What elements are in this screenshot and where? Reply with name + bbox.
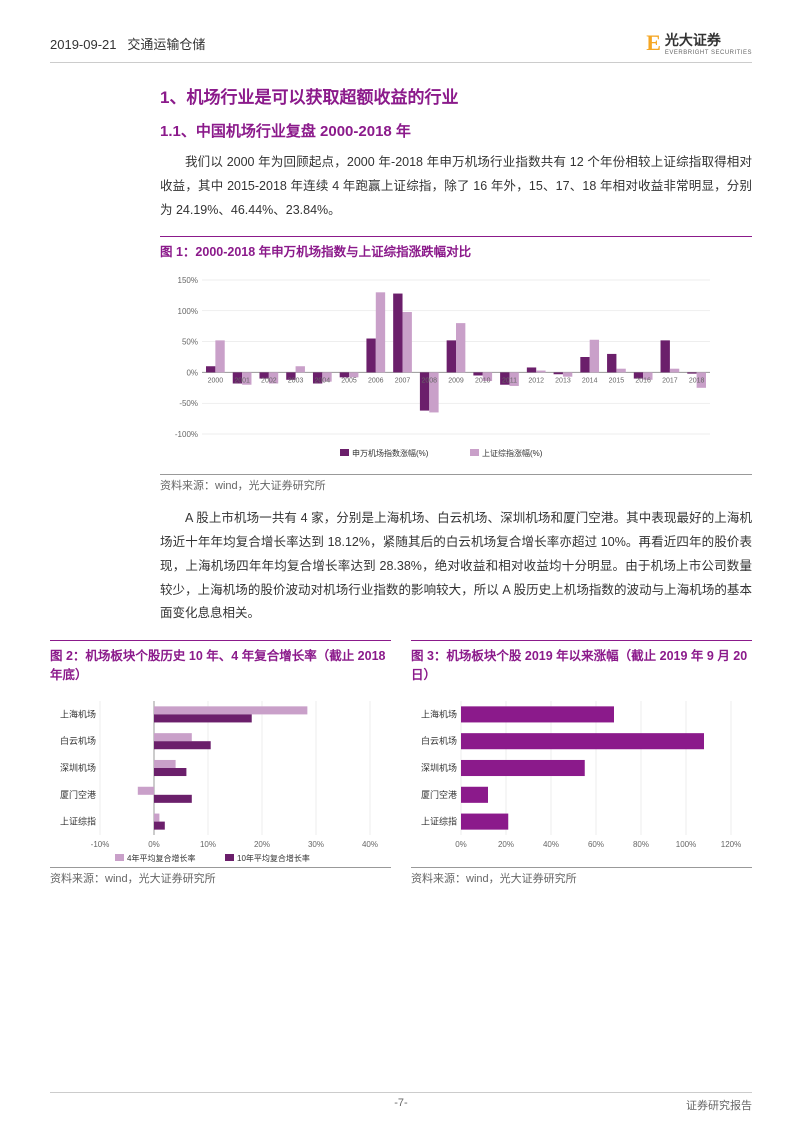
col-right: 图 3：机场板块个股 2019 年以来涨幅（截止 2019 年 9 月 20 日…	[411, 640, 752, 900]
svg-text:20%: 20%	[498, 840, 514, 849]
brand-name: 光大证券	[665, 30, 752, 50]
svg-text:2009: 2009	[448, 378, 464, 385]
svg-text:2002: 2002	[261, 378, 277, 385]
svg-text:2008: 2008	[421, 378, 437, 385]
svg-text:上海机场: 上海机场	[421, 708, 457, 719]
svg-text:白云机场: 白云机场	[421, 735, 457, 746]
svg-text:厦门空港: 厦门空港	[421, 789, 457, 800]
svg-text:2004: 2004	[315, 378, 331, 385]
svg-text:2001: 2001	[234, 378, 250, 385]
svg-text:2014: 2014	[582, 378, 598, 385]
svg-text:2003: 2003	[288, 378, 304, 385]
svg-text:上证综指: 上证综指	[421, 816, 457, 827]
header-date: 2019-09-21	[50, 37, 117, 52]
chart3-title: 图 3：机场板块个股 2019 年以来涨幅（截止 2019 年 9 月 20 日…	[411, 640, 752, 683]
svg-text:厦门空港: 厦门空港	[60, 789, 96, 800]
svg-text:100%: 100%	[178, 307, 198, 316]
col-left: 图 2：机场板块个股历史 10 年、4 年复合增长率（截止 2018 年底） -…	[50, 640, 391, 900]
svg-text:2016: 2016	[635, 378, 651, 385]
svg-text:2013: 2013	[555, 378, 571, 385]
chart2-title: 图 2：机场板块个股历史 10 年、4 年复合增长率（截止 2018 年底）	[50, 640, 391, 683]
chart1: -100% -50% 0% 50% 100% 150% 2000 2001 2002 2003 20…	[160, 272, 752, 472]
svg-text:2000: 2000	[208, 378, 224, 385]
svg-text:白云机场: 白云机场	[60, 735, 96, 746]
logo-text-wrap: 光大证券 EVERBRIGHT SECURITIES	[665, 30, 752, 56]
svg-text:10年平均复合增长率: 10年平均复合增长率	[237, 853, 310, 863]
page-header: 2019-09-21 交通运输仓储 E 光大证券 EVERBRIGHT SECU…	[50, 30, 752, 63]
svg-text:4年平均复合增长率: 4年平均复合增长率	[127, 853, 195, 863]
svg-text:60%: 60%	[588, 840, 604, 849]
brand-sub: EVERBRIGHT SECURITIES	[665, 50, 752, 56]
svg-text:2006: 2006	[368, 378, 384, 385]
header-left: 2019-09-21 交通运输仓储	[50, 34, 205, 53]
chart1-source: 资料来源：wind，光大证券研究所	[160, 477, 752, 493]
footer-page: -7-	[394, 1097, 407, 1109]
chart2: -10% 0% 10% 20% 30% 40% 上海机场白云机场深圳机场厦门空港上证综指 4年…	[50, 695, 391, 865]
svg-text:上海机场: 上海机场	[60, 708, 96, 719]
heading-1-1: 1.1、中国机场行业复盘 2000-2018 年	[160, 120, 752, 141]
svg-text:150%: 150%	[178, 276, 198, 285]
header-logo: E 光大证券 EVERBRIGHT SECURITIES	[646, 30, 752, 56]
chart3: 0% 20% 40% 60% 80% 100% 120% 上海机场白云机场深圳机场厦门空港上证…	[411, 695, 752, 865]
svg-text:100%: 100%	[676, 840, 696, 849]
svg-text:2007: 2007	[395, 378, 411, 385]
footer-right: 证券研究报告	[686, 1097, 752, 1113]
svg-text:2015: 2015	[609, 378, 625, 385]
svg-text:10%: 10%	[200, 840, 216, 849]
svg-text:2018: 2018	[689, 378, 705, 385]
svg-text:2017: 2017	[662, 378, 678, 385]
svg-text:2011: 2011	[502, 378, 517, 385]
chart3-source: 资料来源：wind，光大证券研究所	[411, 870, 752, 886]
svg-text:0%: 0%	[186, 369, 198, 378]
header-category: 交通运输仓储	[127, 37, 205, 52]
chart1-title: 图 1：2000-2018 年申万机场指数与上证综指涨跌幅对比	[160, 236, 752, 260]
chart1-box: -100% -50% 0% 50% 100% 150% 2000 2001 2002 2003 20…	[160, 266, 752, 475]
main-content: 1、机场行业是可以获取超额收益的行业 1.1、中国机场行业复盘 2000-201…	[160, 83, 752, 626]
chart2-box: -10% 0% 10% 20% 30% 40% 上海机场白云机场深圳机场厦门空港上证综指 4年…	[50, 689, 391, 868]
svg-text:40%: 40%	[543, 840, 559, 849]
svg-text:深圳机场: 深圳机场	[60, 762, 96, 773]
svg-text:0%: 0%	[455, 840, 467, 849]
svg-text:上证综指涨幅(%): 上证综指涨幅(%)	[482, 448, 543, 458]
svg-text:-10%: -10%	[91, 840, 110, 849]
logo-icon: E	[646, 30, 661, 56]
svg-text:-50%: -50%	[179, 399, 198, 408]
paragraph-1: 我们以 2000 年为回顾起点，2000 年-2018 年申万机场行业指数共有 …	[160, 151, 752, 222]
svg-text:-100%: -100%	[175, 430, 198, 439]
chart3-box: 0% 20% 40% 60% 80% 100% 120% 上海机场白云机场深圳机场厦门空港上证…	[411, 689, 752, 868]
paragraph-2: A 股上市机场一共有 4 家，分别是上海机场、白云机场、深圳机场和厦门空港。其中…	[160, 507, 752, 626]
svg-text:2012: 2012	[528, 378, 544, 385]
svg-text:申万机场指数涨幅(%): 申万机场指数涨幅(%)	[352, 448, 429, 458]
chart2-source: 资料来源：wind，光大证券研究所	[50, 870, 391, 886]
svg-text:0%: 0%	[148, 840, 160, 849]
svg-text:120%: 120%	[721, 840, 741, 849]
two-column-charts: 图 2：机场板块个股历史 10 年、4 年复合增长率（截止 2018 年底） -…	[50, 640, 752, 900]
heading-1: 1、机场行业是可以获取超额收益的行业	[160, 83, 752, 108]
svg-text:40%: 40%	[362, 840, 378, 849]
svg-text:2010: 2010	[475, 378, 491, 385]
svg-text:20%: 20%	[254, 840, 270, 849]
svg-text:30%: 30%	[308, 840, 324, 849]
svg-text:上证综指: 上证综指	[60, 816, 96, 827]
svg-text:80%: 80%	[633, 840, 649, 849]
svg-text:2005: 2005	[341, 378, 357, 385]
page-footer: -7- 证券研究报告	[50, 1092, 752, 1113]
svg-text:深圳机场: 深圳机场	[421, 762, 457, 773]
svg-text:50%: 50%	[182, 338, 198, 347]
